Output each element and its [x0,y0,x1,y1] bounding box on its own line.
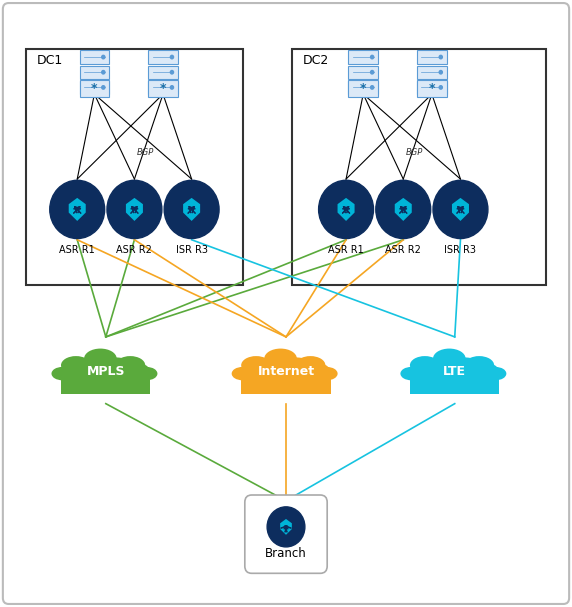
FancyBboxPatch shape [148,81,178,94]
Polygon shape [395,198,412,221]
Ellipse shape [316,367,337,380]
FancyBboxPatch shape [348,66,378,79]
Text: ASR R2: ASR R2 [117,245,152,254]
Circle shape [439,70,443,75]
FancyBboxPatch shape [61,372,150,393]
FancyBboxPatch shape [348,50,378,64]
Polygon shape [69,198,86,221]
Ellipse shape [433,348,466,368]
Circle shape [101,55,106,59]
Ellipse shape [464,356,494,375]
Text: ASR R1: ASR R1 [59,245,95,254]
Text: Branch: Branch [265,547,307,560]
Circle shape [376,180,431,239]
Polygon shape [337,198,355,221]
Circle shape [370,55,375,59]
Ellipse shape [59,357,152,390]
Polygon shape [452,198,469,221]
FancyBboxPatch shape [292,49,546,285]
Ellipse shape [484,367,506,380]
Text: ASR R1: ASR R1 [328,245,364,254]
Circle shape [439,85,443,90]
FancyBboxPatch shape [148,50,178,64]
Polygon shape [280,519,292,535]
Ellipse shape [408,357,501,390]
Ellipse shape [232,367,253,380]
Circle shape [170,55,174,59]
Circle shape [107,180,162,239]
Ellipse shape [61,356,91,375]
Text: LTE: LTE [443,365,466,378]
Ellipse shape [116,356,145,375]
Text: *: * [160,82,166,95]
Polygon shape [126,198,143,221]
Text: DC2: DC2 [303,54,329,67]
Circle shape [50,180,105,239]
FancyBboxPatch shape [348,80,378,97]
FancyBboxPatch shape [417,80,447,97]
FancyBboxPatch shape [3,3,569,604]
Circle shape [170,85,174,90]
Circle shape [170,70,174,75]
Circle shape [370,85,375,90]
Circle shape [433,180,488,239]
FancyBboxPatch shape [80,66,109,79]
Circle shape [101,70,106,75]
Text: *: * [360,82,367,95]
Circle shape [267,507,305,547]
Text: ISR R3: ISR R3 [176,245,208,254]
Ellipse shape [264,348,297,368]
FancyBboxPatch shape [148,66,178,79]
Ellipse shape [241,356,271,375]
Text: DC1: DC1 [37,54,63,67]
Text: BGP: BGP [137,148,154,157]
FancyBboxPatch shape [80,80,109,97]
FancyBboxPatch shape [348,81,378,94]
Circle shape [164,180,219,239]
Ellipse shape [84,348,117,368]
Circle shape [439,55,443,59]
FancyBboxPatch shape [148,80,178,97]
FancyBboxPatch shape [410,372,499,393]
FancyBboxPatch shape [417,81,447,94]
FancyBboxPatch shape [80,81,109,94]
Text: *: * [428,82,435,95]
Circle shape [319,180,374,239]
FancyBboxPatch shape [26,49,243,285]
Ellipse shape [296,356,325,375]
Text: ASR R2: ASR R2 [386,245,421,254]
FancyBboxPatch shape [241,372,331,393]
Text: Internet: Internet [257,365,315,378]
Ellipse shape [410,356,440,375]
Text: ISR R3: ISR R3 [444,245,476,254]
Text: *: * [91,82,98,95]
Ellipse shape [51,367,73,380]
Text: BGP: BGP [406,148,423,157]
Circle shape [370,70,375,75]
FancyBboxPatch shape [80,50,109,64]
Ellipse shape [136,367,157,380]
FancyBboxPatch shape [417,50,447,64]
Ellipse shape [400,367,422,380]
Ellipse shape [240,357,332,390]
Text: MPLS: MPLS [86,365,125,378]
Circle shape [101,85,106,90]
FancyBboxPatch shape [417,66,447,79]
FancyBboxPatch shape [245,495,327,573]
Polygon shape [183,198,200,221]
